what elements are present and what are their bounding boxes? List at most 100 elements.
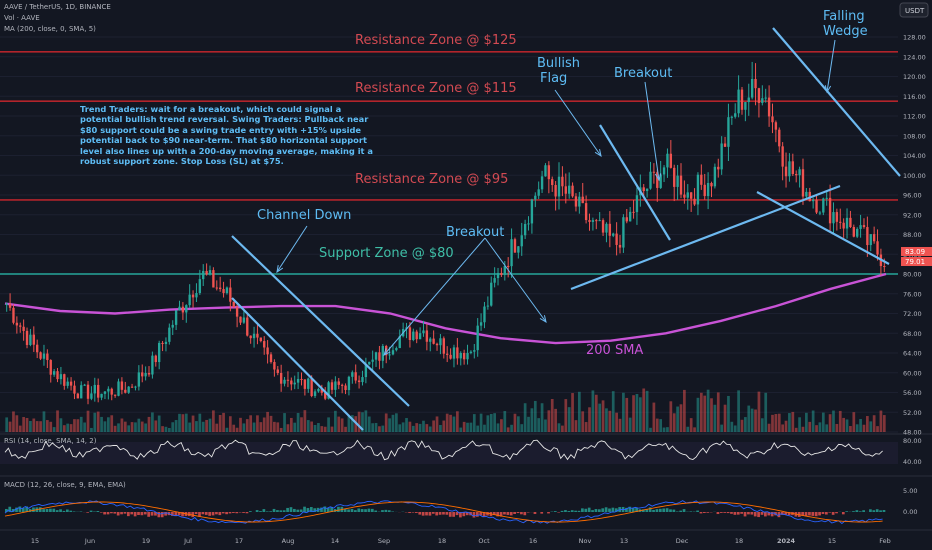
- macd-histogram-bar: [879, 510, 882, 512]
- macd-histogram-bar: [201, 512, 205, 515]
- candle-body: [689, 192, 693, 199]
- volume-bar: [649, 427, 652, 432]
- candle-body: [761, 98, 764, 103]
- volume-bar: [286, 424, 290, 432]
- volume-bar: [252, 422, 256, 432]
- candle-body: [334, 381, 337, 390]
- volume-bar: [130, 422, 134, 432]
- macd-histogram-bar: [174, 512, 178, 517]
- candle-body: [479, 322, 483, 326]
- volume-legend: Vol · AAVE: [4, 14, 40, 22]
- macd-histogram-bar: [597, 509, 601, 512]
- candle-body: [293, 382, 296, 385]
- arrow-shaft: [826, 39, 836, 93]
- volume-bar: [574, 420, 578, 432]
- candle-body: [750, 78, 754, 98]
- macd-histogram-bar: [601, 508, 605, 512]
- volume-bar: [276, 422, 280, 432]
- volume-bar: [645, 390, 649, 432]
- macd-histogram-bar: [272, 508, 276, 512]
- candle-body: [286, 379, 290, 381]
- volume-bar: [5, 417, 9, 432]
- price-tick-label: 72.00: [903, 310, 922, 318]
- candle-body: [801, 169, 805, 197]
- candle-body: [330, 382, 334, 390]
- macd-histogram-bar: [164, 512, 167, 516]
- volume-bar: [530, 408, 534, 432]
- volume-bar: [357, 411, 361, 432]
- time-tick-label: Feb: [879, 537, 891, 545]
- macd-histogram-bar: [137, 512, 140, 515]
- macd-histogram-bar: [492, 512, 496, 515]
- volume-bar: [218, 414, 222, 432]
- volume-bar: [744, 417, 747, 432]
- candle-body: [740, 89, 744, 110]
- macd-histogram-bar: [343, 508, 347, 512]
- macd-histogram-bar: [875, 509, 879, 512]
- volume-bar: [66, 423, 70, 432]
- macd-histogram-bar: [289, 507, 293, 512]
- macd-histogram-bar: [520, 512, 523, 515]
- volume-bar: [703, 395, 707, 432]
- macd-histogram-bar: [130, 512, 134, 515]
- volume-bar: [381, 425, 385, 432]
- macd-histogram-bar: [584, 508, 588, 512]
- time-tick-label: 13: [620, 537, 628, 545]
- macd-histogram-bar: [25, 506, 29, 512]
- candle-body: [432, 338, 435, 344]
- macd-histogram-bar: [293, 508, 296, 512]
- candle-body: [811, 199, 815, 202]
- currency-badge[interactable]: USDT: [899, 2, 929, 18]
- volume-bar: [594, 394, 598, 432]
- volume-bar: [422, 420, 425, 432]
- volume-bar: [655, 418, 659, 432]
- volume-bar: [561, 425, 564, 432]
- rsi-legend: RSI (14, close, SMA, 14, 2): [4, 437, 97, 445]
- candle-body: [656, 172, 659, 188]
- candle-body: [456, 347, 459, 359]
- macd-histogram-bar: [587, 507, 591, 512]
- macd-histogram-bar: [418, 512, 422, 515]
- macd-histogram-bar: [313, 508, 317, 512]
- candle-body: [805, 191, 808, 197]
- macd-histogram-bar: [198, 512, 201, 517]
- volume-bar: [879, 410, 883, 432]
- volume-bar: [605, 408, 608, 432]
- candle-body: [449, 354, 452, 359]
- candle-body: [215, 287, 218, 289]
- volume-bar: [544, 419, 547, 432]
- trade-note: Trend Traders: wait for a breakout, whic…: [80, 104, 373, 167]
- candle-body: [595, 220, 598, 222]
- volume-bar: [659, 419, 663, 432]
- candle-body: [151, 355, 154, 375]
- arrow-head: [276, 265, 284, 274]
- candle-body: [15, 322, 19, 326]
- macd-histogram-bar: [784, 512, 788, 515]
- volume-bar: [157, 415, 161, 432]
- last-price-value: 83.09: [905, 248, 925, 256]
- candle-body: [347, 376, 351, 391]
- candle-body: [571, 185, 574, 197]
- rsi-tick-label: 40.00: [903, 458, 922, 466]
- macd-histogram-bar: [38, 507, 42, 512]
- macd-histogram-bar: [496, 512, 500, 517]
- candle-body: [73, 385, 76, 394]
- volume-bar: [767, 423, 771, 432]
- candle-body: [710, 183, 713, 187]
- volume-bar: [683, 389, 686, 432]
- candle-body: [283, 379, 286, 384]
- candle-body: [849, 217, 852, 228]
- macd-histogram-bar: [804, 512, 808, 517]
- candle-body: [615, 233, 618, 245]
- volume-bar: [466, 422, 469, 432]
- resistance-95-label: Resistance Zone @ $95: [355, 172, 508, 187]
- candle-body: [239, 316, 242, 323]
- volume-bar: [242, 423, 246, 432]
- volume-bar: [676, 406, 679, 432]
- macd-histogram-bar: [259, 511, 262, 512]
- candle-body: [784, 166, 788, 177]
- volume-bar: [293, 422, 297, 432]
- candle-body: [232, 301, 235, 308]
- volume-bar: [96, 411, 100, 432]
